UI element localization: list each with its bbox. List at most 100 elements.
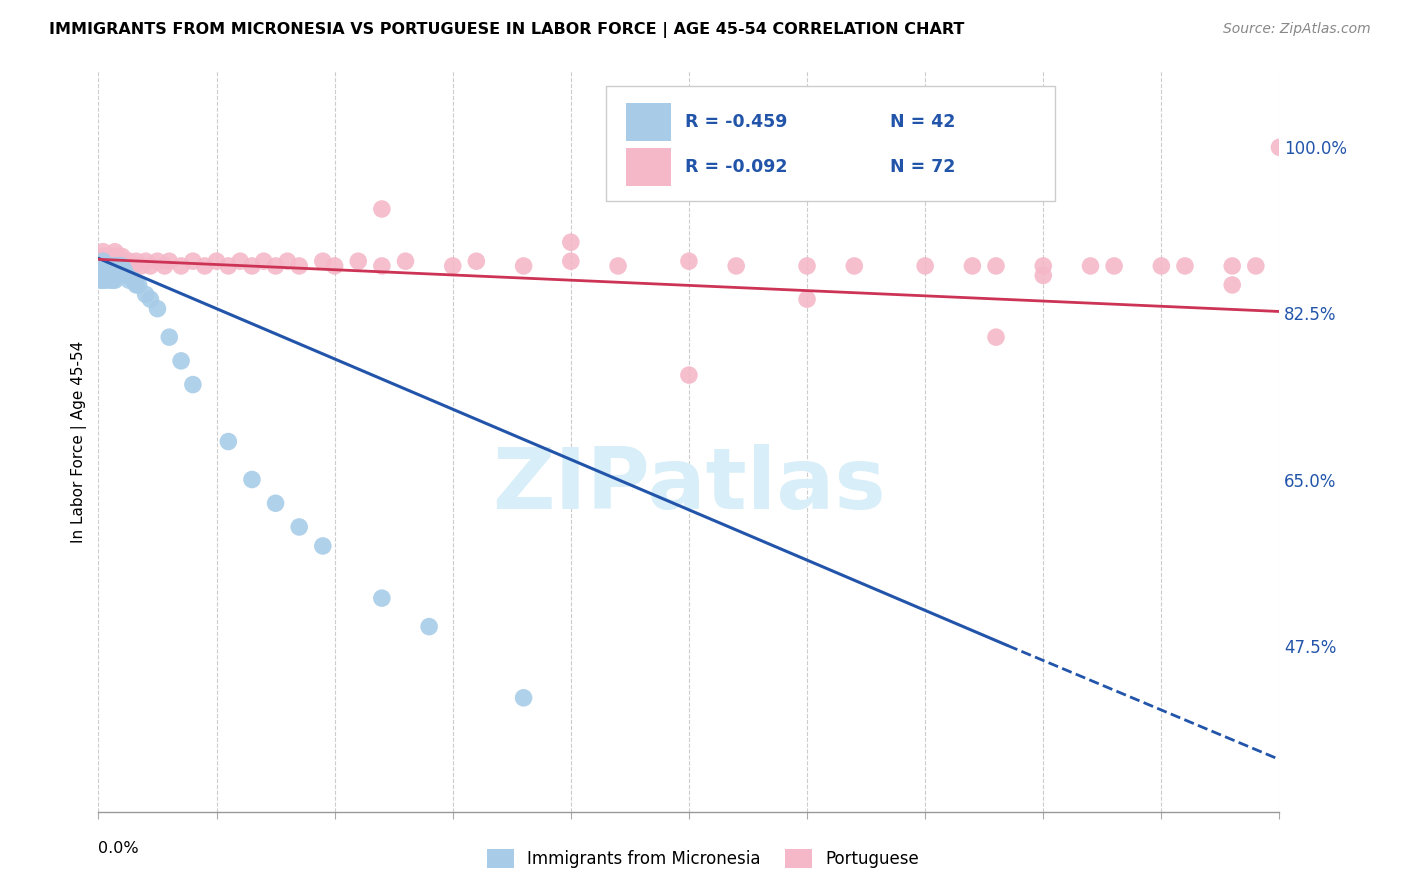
Point	[1244, 259, 1267, 273]
Point	[560, 235, 582, 250]
Text: IMMIGRANTS FROM MICRONESIA VS PORTUGUESE IN LABOR FORCE | AGE 45-54 CORRELATION : IMMIGRANTS FROM MICRONESIA VS PORTUGUESE…	[49, 22, 965, 38]
Point	[135, 254, 157, 268]
Point	[394, 254, 416, 268]
Point	[111, 259, 134, 273]
Point	[962, 259, 984, 273]
Point	[118, 273, 141, 287]
Point	[264, 259, 287, 273]
Point	[91, 254, 114, 268]
Point	[1102, 259, 1125, 273]
Point	[122, 273, 145, 287]
Point	[1032, 268, 1054, 283]
Legend: Immigrants from Micronesia, Portuguese: Immigrants from Micronesia, Portuguese	[481, 843, 925, 875]
Point	[118, 254, 141, 268]
Point	[264, 496, 287, 510]
Point	[560, 254, 582, 268]
Point	[240, 473, 263, 487]
Point	[101, 259, 124, 273]
FancyBboxPatch shape	[606, 87, 1054, 201]
Point	[170, 259, 193, 273]
Point	[125, 254, 148, 268]
Text: R = -0.459: R = -0.459	[685, 113, 787, 131]
Point	[371, 259, 394, 273]
Point	[371, 591, 394, 606]
Text: ZIPatlas: ZIPatlas	[492, 444, 886, 527]
FancyBboxPatch shape	[626, 148, 671, 186]
Point	[91, 259, 114, 273]
Point	[104, 273, 127, 287]
Point	[181, 254, 204, 268]
Point	[104, 259, 127, 273]
Point	[678, 368, 700, 383]
Point	[276, 254, 298, 268]
Point	[139, 292, 162, 306]
Point	[914, 259, 936, 273]
Point	[94, 268, 117, 283]
Point	[91, 273, 114, 287]
Point	[418, 620, 440, 634]
Point	[371, 202, 394, 216]
Point	[1268, 140, 1291, 154]
Text: N = 42: N = 42	[890, 113, 955, 131]
Point	[217, 259, 239, 273]
Point	[146, 301, 169, 316]
Point	[111, 250, 134, 264]
Point	[94, 259, 117, 273]
Point	[1174, 259, 1197, 273]
Point	[128, 277, 150, 292]
Point	[1032, 259, 1054, 273]
Point	[108, 259, 131, 273]
Point	[98, 259, 121, 273]
Point	[105, 259, 128, 273]
Point	[101, 250, 124, 264]
Point	[98, 259, 121, 273]
Point	[1150, 259, 1173, 273]
Point	[108, 254, 131, 268]
Point	[312, 539, 335, 553]
Point	[288, 520, 311, 534]
Point	[465, 254, 488, 268]
Point	[90, 250, 112, 264]
Point	[129, 259, 152, 273]
Point	[194, 259, 217, 273]
Point	[512, 690, 534, 705]
Point	[97, 254, 120, 268]
Point	[146, 254, 169, 268]
Point	[94, 273, 117, 287]
Point	[1220, 277, 1243, 292]
Point	[153, 259, 176, 273]
Text: Source: ZipAtlas.com: Source: ZipAtlas.com	[1223, 22, 1371, 37]
Point	[512, 259, 534, 273]
Point	[984, 259, 1007, 273]
Point	[678, 254, 700, 268]
Point	[170, 354, 193, 368]
Point	[104, 244, 127, 259]
Point	[104, 263, 127, 277]
Point	[101, 259, 124, 273]
Point	[105, 250, 128, 264]
Point	[97, 259, 120, 273]
Point	[122, 259, 145, 273]
Point	[796, 292, 818, 306]
Point	[205, 254, 228, 268]
Point	[253, 254, 276, 268]
Point	[984, 330, 1007, 344]
Point	[796, 259, 818, 273]
Point	[101, 273, 124, 287]
Point	[94, 263, 117, 277]
Text: R = -0.092: R = -0.092	[685, 158, 787, 176]
Y-axis label: In Labor Force | Age 45-54: In Labor Force | Age 45-54	[72, 341, 87, 542]
Point	[288, 259, 311, 273]
Point	[91, 244, 114, 259]
Point	[844, 259, 866, 273]
Point	[1220, 259, 1243, 273]
Point	[98, 250, 121, 264]
Point	[323, 259, 346, 273]
Point	[90, 263, 112, 277]
Point	[115, 259, 138, 273]
Point	[181, 377, 204, 392]
Point	[217, 434, 239, 449]
Point	[98, 273, 121, 287]
Point	[1080, 259, 1102, 273]
Point	[112, 263, 135, 277]
